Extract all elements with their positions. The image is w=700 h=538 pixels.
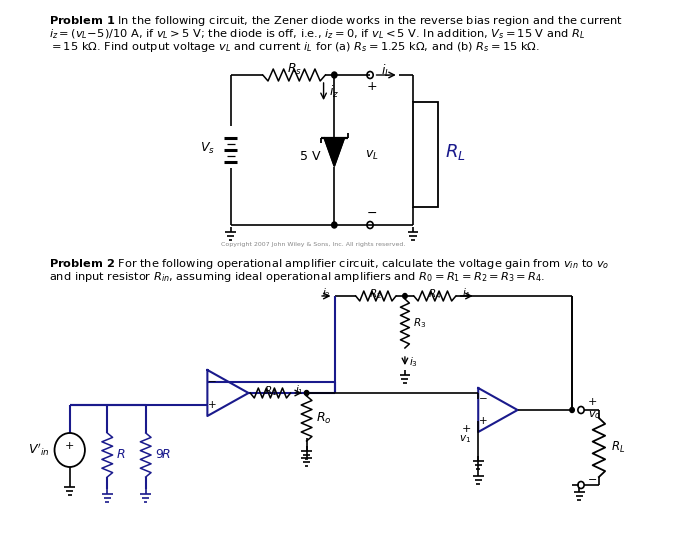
Text: +: + (588, 397, 598, 407)
Polygon shape (324, 138, 344, 166)
Text: $v_L$: $v_L$ (365, 148, 379, 161)
Text: $i_z$: $i_z$ (329, 84, 340, 100)
Text: +: + (462, 424, 471, 434)
Text: $i_1$: $i_1$ (295, 383, 304, 397)
Text: and input resistor $R_{in}$, assuming ideal operational amplifiers and $R_0=R_1=: and input resistor $R_{in}$, assuming id… (49, 270, 545, 284)
Text: −: − (480, 394, 488, 404)
Text: $i_4$: $i_4$ (462, 286, 471, 300)
Text: $R_s$: $R_s$ (286, 62, 302, 77)
Text: −: − (367, 207, 377, 220)
Text: $9R$: $9R$ (155, 449, 171, 462)
Text: −: − (209, 377, 217, 386)
Text: $i_2$: $i_2$ (322, 286, 330, 300)
Text: $v_1$: $v_1$ (459, 433, 471, 445)
Text: Copyright 2007 John Wiley & Sons, Inc. All rights reserved.: Copyright 2007 John Wiley & Sons, Inc. A… (220, 242, 405, 247)
Text: $R$: $R$ (116, 449, 126, 462)
Text: +: + (65, 441, 74, 451)
Text: $i_L$: $i_L$ (382, 63, 391, 79)
Text: $V'_{in}$: $V'_{in}$ (29, 442, 50, 458)
Text: $R_L$: $R_L$ (445, 141, 466, 161)
Circle shape (332, 72, 337, 78)
Text: +: + (480, 416, 488, 426)
Text: $\bf{Problem\ 2}$ For the following operational amplifier circuit, calculate the: $\bf{Problem\ 2}$ For the following oper… (49, 257, 610, 271)
Text: $=15$ k$\Omega$. Find output voltage $v_L$ and current $i_L$ for (a) $R_s=1.25$ : $=15$ k$\Omega$. Find output voltage $v_… (49, 40, 540, 54)
Text: $i_3$: $i_3$ (410, 355, 419, 369)
Text: $\bf{Problem\ 1}$ In the following circuit, the Zener diode works in the reverse: $\bf{Problem\ 1}$ In the following circu… (49, 14, 623, 28)
Text: $V_s$: $V_s$ (199, 140, 214, 155)
Text: $R_o$: $R_o$ (316, 411, 331, 426)
Text: $v_o$: $v_o$ (588, 409, 601, 421)
Text: $i_z=(v_L\!-\!5)/10$ A, if $v_L>5$ V; the diode is off, i.e., $i_z=0$, if $v_L<5: $i_z=(v_L\!-\!5)/10$ A, if $v_L>5$ V; th… (49, 27, 585, 40)
Text: +: + (367, 80, 377, 93)
Text: $R_3$: $R_3$ (413, 316, 426, 330)
Text: $R_2$: $R_2$ (370, 287, 382, 301)
Text: $R_L$: $R_L$ (611, 440, 626, 455)
Circle shape (402, 294, 407, 299)
Bar (413, 102, 438, 207)
Circle shape (570, 407, 574, 413)
Text: +: + (209, 400, 217, 409)
Text: $R_4$: $R_4$ (428, 287, 442, 301)
Text: $R_1$: $R_1$ (264, 384, 277, 398)
Circle shape (332, 222, 337, 228)
Circle shape (304, 391, 309, 395)
Text: 5 V: 5 V (300, 151, 320, 164)
Text: −: − (588, 475, 598, 485)
